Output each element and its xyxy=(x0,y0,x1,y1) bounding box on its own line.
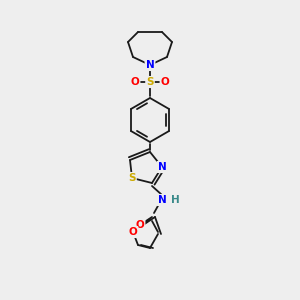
Text: S: S xyxy=(128,173,136,183)
Text: S: S xyxy=(146,77,154,87)
Text: N: N xyxy=(158,162,166,172)
Text: O: O xyxy=(160,77,169,87)
Text: O: O xyxy=(129,227,137,237)
Text: H: H xyxy=(171,195,179,205)
Text: O: O xyxy=(130,77,140,87)
Text: O: O xyxy=(136,220,144,230)
Text: N: N xyxy=(158,195,166,205)
Text: N: N xyxy=(146,60,154,70)
